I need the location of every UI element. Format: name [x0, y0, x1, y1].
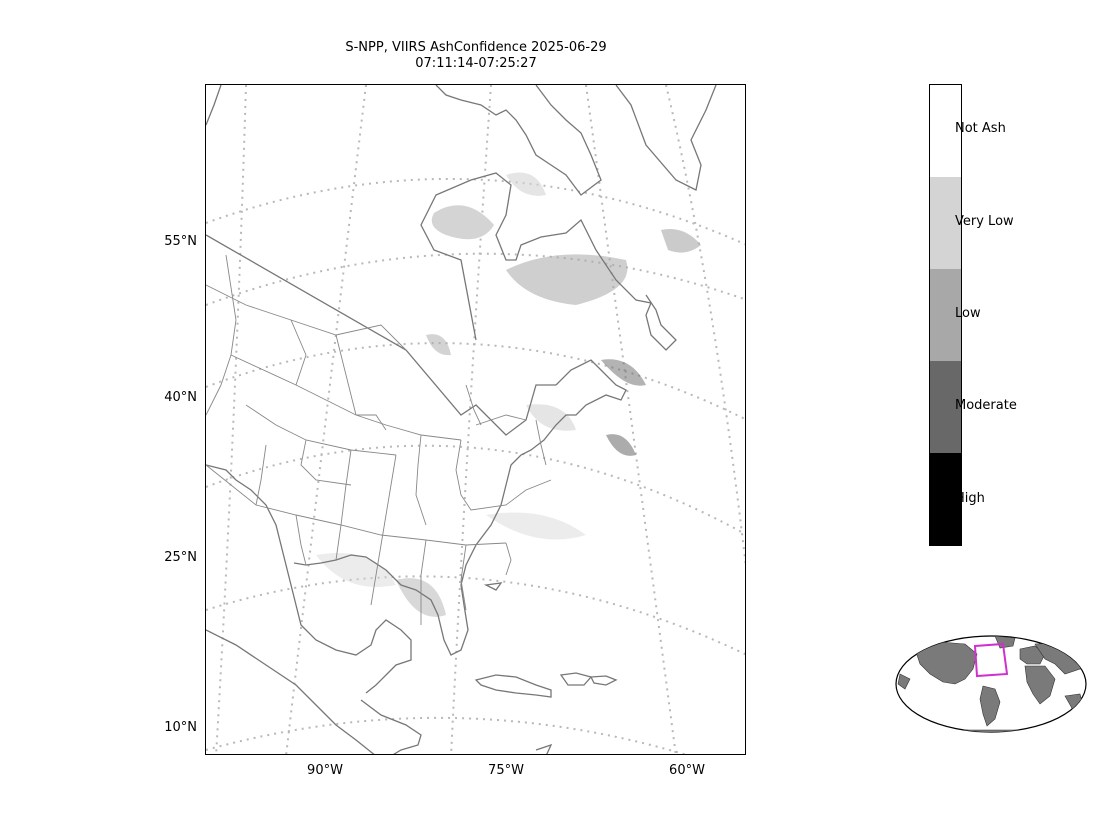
colorbar-segment-very-low	[930, 177, 961, 269]
colorbar-segment-not-ash	[930, 85, 961, 177]
colorbar-label-moderate: Moderate	[955, 398, 1017, 413]
main-map[interactable]	[205, 84, 746, 755]
map-canvas	[206, 85, 745, 754]
lat-label-40: 40°N	[164, 390, 197, 405]
colorbar-label-not-ash: Not Ash	[955, 121, 1006, 136]
colorbar	[929, 84, 962, 546]
state-borders	[206, 254, 552, 625]
colorbar-segment-moderate	[930, 361, 961, 453]
title-line-2: 07:11:14-07:25:27	[415, 56, 537, 71]
title-line-1: S-NPP, VIIRS AshConfidence 2025-06-29	[345, 40, 607, 55]
colorbar-segment-high	[930, 453, 961, 545]
colorbar-label-low: Low	[955, 306, 981, 321]
lon-label-75w: 75°W	[488, 763, 524, 778]
inset-extent-box	[973, 642, 1009, 678]
lon-label-60w: 60°W	[669, 763, 705, 778]
ash-detections	[316, 172, 701, 617]
colorbar-label-very-low: Very Low	[955, 214, 1014, 229]
coastlines	[206, 85, 717, 754]
inset-world-map	[895, 634, 1088, 734]
colorbar-label-high: High	[955, 491, 985, 506]
lon-label-90w: 90°W	[307, 763, 343, 778]
colorbar-segment-low	[930, 269, 961, 361]
graticule	[206, 85, 745, 754]
lat-label-10: 10°N	[164, 720, 197, 735]
lat-label-55: 55°N	[164, 234, 197, 249]
lat-label-25: 25°N	[164, 550, 197, 565]
map-title: S-NPP, VIIRS AshConfidence 2025-06-29 07…	[300, 40, 652, 72]
